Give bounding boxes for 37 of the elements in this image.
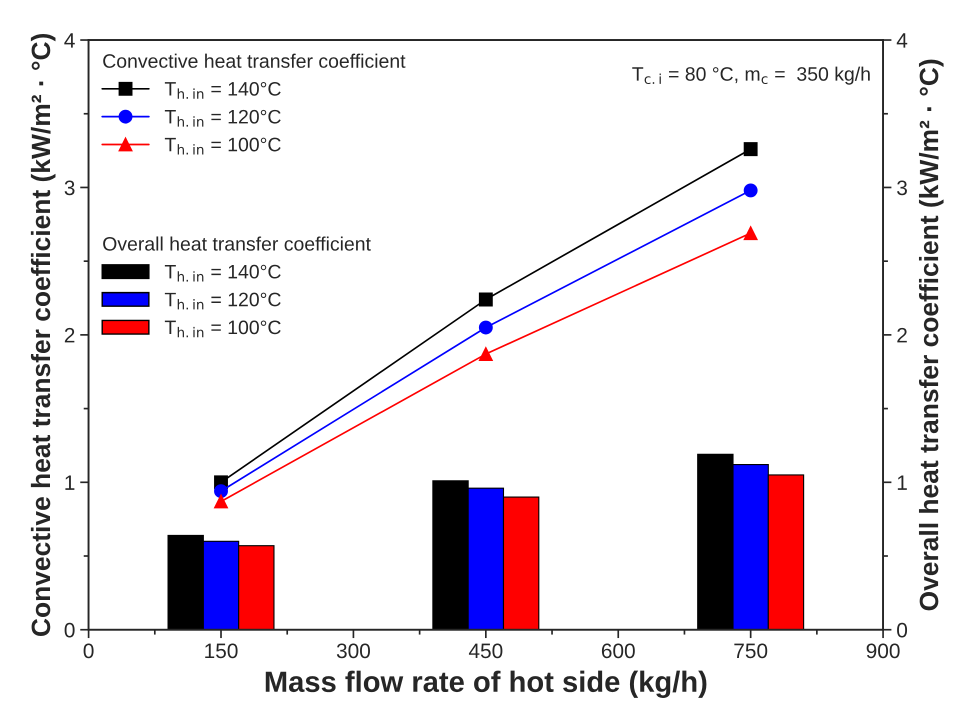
- point: [744, 183, 758, 198]
- point: [478, 292, 493, 306]
- y-tick-label: 3: [64, 180, 74, 196]
- x-tick-label: 600: [602, 643, 635, 658]
- point: [214, 494, 228, 508]
- y2-tick-label: 2: [897, 328, 907, 342]
- point: [478, 347, 493, 361]
- legend-label: T$_{h.in}$ = 100°C: [164, 138, 281, 154]
- point: [214, 484, 228, 498]
- legend-label: T$_{h.in}$ = 120°C: [164, 110, 281, 127]
- x-axis-title: Mass flow rate of hot side (kg/h): [266, 670, 706, 698]
- x-tick-label: 0: [84, 643, 94, 658]
- y-tick-label: 4: [64, 33, 75, 48]
- y-tick-label: 0: [64, 622, 75, 638]
- y-tick-label: 2: [64, 328, 74, 342]
- y2-axis-title: Overall heat transfer coefficient (kW/m² · °C): [918, 60, 944, 610]
- legend-label: T$_{h.in}$ = 100°C: [164, 320, 281, 338]
- annotation: Convective heat transfer coefficient: [103, 54, 406, 68]
- point: [744, 226, 758, 240]
- legend-label: T$_{h.in}$ = 140°C: [164, 264, 281, 282]
- y-tick-label: 1: [65, 476, 74, 490]
- y2-tick-label: 3: [897, 180, 907, 196]
- point: [478, 320, 493, 334]
- y2-tick-label: 1: [898, 476, 907, 490]
- point: [744, 142, 758, 156]
- x-tick-label: 900: [866, 643, 900, 658]
- y2-tick-label: 0: [897, 622, 908, 638]
- x-tick-label: 450: [468, 643, 502, 658]
- legend-label: T$_{h.in}$ = 120°C: [164, 292, 281, 310]
- annotation: Overall heat transfer coefficient: [103, 236, 371, 251]
- legend-label: T$_{h.in}$ = 140°C: [164, 82, 281, 99]
- x-tick-label: 150: [205, 643, 238, 658]
- y2-tick-label: 4: [896, 33, 908, 48]
- annotation: T$_{c.i}$ = 80 °C, m$_{c}$ = 350 kg/h: [632, 66, 870, 85]
- x-tick-label: 750: [734, 643, 768, 658]
- y-axis-title: Convective heat transfer coefficient (kW/m² · °C): [30, 34, 56, 636]
- x-tick-label: 300: [336, 643, 370, 658]
